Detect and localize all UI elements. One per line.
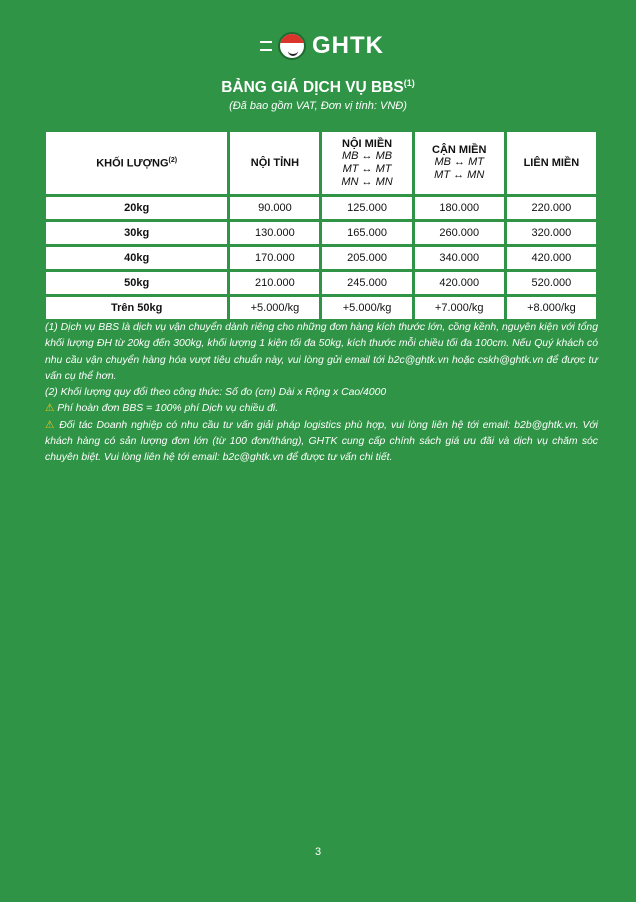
price-cell: 130.000 — [230, 222, 320, 244]
price-cell: 125.000 — [322, 197, 412, 219]
price-cell: 320.000 — [506, 222, 596, 244]
table-row: 50kg 210.000 245.000 420.000 520.000 — [46, 272, 596, 294]
weight-cell: Trên 50kg — [46, 297, 228, 319]
price-cell: +8.000/kg — [506, 297, 596, 319]
warning-text: Phí hoàn đơn BBS = 100% phí Dịch vụ chiề… — [57, 403, 279, 415]
price-cell: 170.000 — [230, 247, 320, 269]
brand-name: GHTK — [312, 32, 384, 59]
price-cell: +7.000/kg — [414, 297, 504, 319]
column-header: NỘI MIỀN MB ↔ MB MT ↔ MT MN ↔ MN — [322, 132, 412, 194]
footnote-mark: (2) — [168, 156, 178, 164]
ghtk-logo: GHTK — [260, 32, 384, 60]
column-header: NỘI TỈNH — [230, 132, 320, 194]
title-text: BẢNG GIÁ DỊCH VỤ BBS — [221, 79, 404, 97]
table-row: Trên 50kg +5.000/kg +5.000/kg +7.000/kg +8.0… — [46, 297, 596, 319]
price-cell: 420.000 — [414, 272, 504, 294]
price-cell: 520.000 — [506, 272, 596, 294]
column-header: KHỐI LƯỢNG(2) — [46, 132, 228, 194]
mascot-icon — [278, 32, 306, 60]
region-pair: MN ↔ MN — [341, 175, 393, 188]
price-cell: 420.000 — [506, 247, 596, 269]
region-pair: MB ↔ MB — [342, 149, 393, 162]
notes: (1) Dịch vụ BBS là dịch vụ vận chuyển dà… — [45, 320, 598, 467]
page-number: 3 — [314, 846, 322, 858]
title-footnote: (1) — [403, 78, 415, 88]
speed-lines-icon — [260, 41, 272, 51]
weight-cell: 40kg — [46, 247, 228, 269]
weight-cell: 30kg — [46, 222, 228, 244]
price-cell: 90.000 — [230, 197, 320, 219]
table-row: 30kg 130.000 165.000 260.000 320.000 — [46, 222, 596, 244]
region-pair: MT ↔ MN — [434, 169, 485, 181]
note-2: (2) Khối lượng quy đổi theo công thức: S… — [45, 387, 387, 399]
subtitle: (Đã bao gồm VAT, Đơn vị tính: VNĐ) — [229, 100, 407, 112]
column-header-label: NỘI MIỀN — [342, 137, 393, 150]
note-1: (1) Dịch vụ BBS là dịch vụ vận chuyển dà… — [45, 322, 598, 382]
price-cell: 220.000 — [506, 197, 596, 219]
price-table: KHỐI LƯỢNG(2) NỘI TỈNH NỘI MIỀN MB ↔ MB MT ↔… — [43, 129, 599, 322]
column-header-label: NỘI TỈNH — [250, 157, 300, 169]
column-header-label: KHỐI LƯỢNG — [96, 157, 169, 170]
warning-2: ⚠ Đối tác Doanh nghiệp có nhu cầu tư vấn… — [45, 418, 598, 467]
warning-text: Đối tác Doanh nghiệp có nhu cầu tư vấn g… — [45, 419, 598, 464]
column-header-label: CẬN MIỀN — [432, 144, 487, 156]
price-cell: +5.000/kg — [230, 297, 320, 319]
column-header: LIÊN MIỀN — [506, 132, 596, 194]
table-row: 20kg 90.000 125.000 180.000 220.000 — [46, 197, 596, 219]
price-cell: 180.000 — [414, 197, 504, 219]
region-pair: MB ↔ MT — [434, 156, 484, 168]
price-cell: 165.000 — [322, 222, 412, 244]
warning-icon: ⚠ — [45, 403, 55, 415]
column-header: CẬN MIỀN MB ↔ MT MT ↔ MN — [414, 132, 504, 194]
warning-1: ⚠ Phí hoàn đơn BBS = 100% phí Dịch vụ ch… — [45, 401, 598, 417]
weight-cell: 50kg — [46, 272, 228, 294]
region-pair: MT ↔ MT — [342, 162, 392, 175]
table-row: 40kg 170.000 205.000 340.000 420.000 — [46, 247, 596, 269]
column-header-label: LIÊN MIỀN — [523, 157, 580, 169]
price-cell: 205.000 — [322, 247, 412, 269]
weight-cell: 20kg — [46, 197, 228, 219]
price-cell: 210.000 — [230, 272, 320, 294]
price-cell: +5.000/kg — [322, 297, 412, 319]
warning-icon: ⚠ — [45, 419, 56, 431]
price-cell: 340.000 — [414, 247, 504, 269]
price-cell: 245.000 — [322, 272, 412, 294]
page-title: BẢNG GIÁ DỊCH VỤ BBS(1) — [0, 78, 636, 97]
price-cell: 260.000 — [414, 222, 504, 244]
